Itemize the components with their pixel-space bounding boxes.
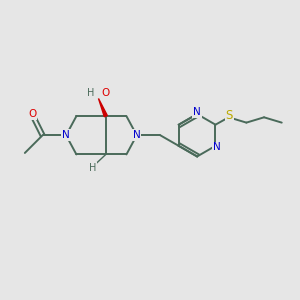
Text: H: H — [87, 88, 95, 98]
Text: N: N — [213, 142, 221, 152]
Text: N: N — [193, 107, 201, 117]
Text: N: N — [62, 130, 70, 140]
Text: O: O — [101, 88, 110, 98]
Text: S: S — [226, 109, 233, 122]
Text: O: O — [28, 109, 36, 119]
Polygon shape — [98, 98, 107, 117]
Text: N: N — [133, 130, 141, 140]
Text: H: H — [89, 163, 96, 173]
